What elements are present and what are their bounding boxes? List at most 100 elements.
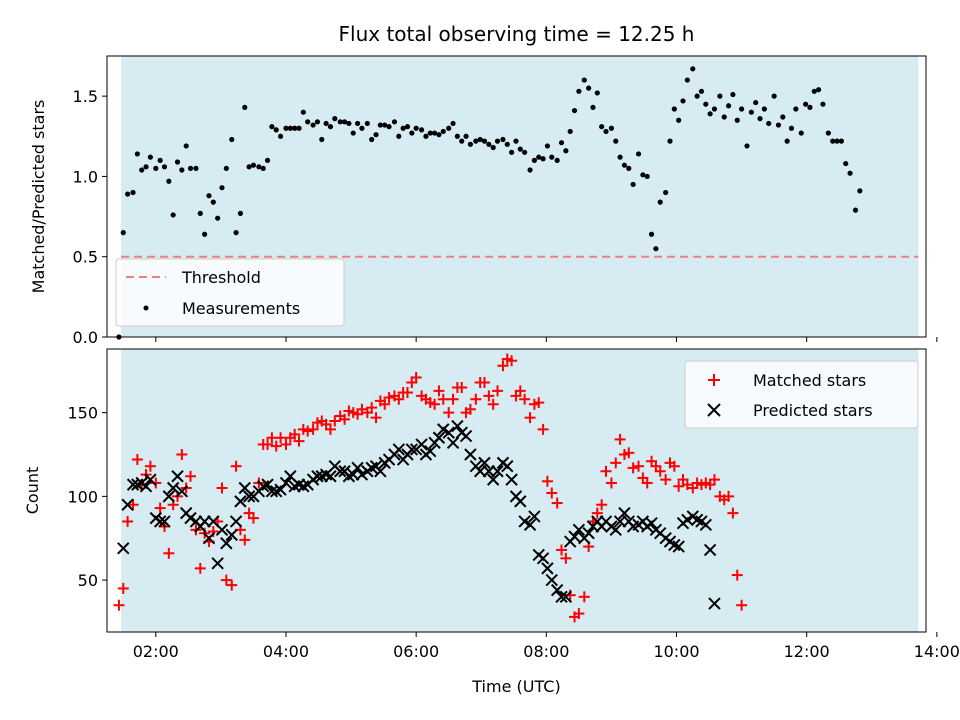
measurement-point — [147, 154, 153, 160]
measurement-point — [630, 181, 636, 188]
measurement-point — [346, 120, 352, 127]
matched-star-point — [379, 398, 391, 410]
measurement-point — [454, 133, 460, 139]
predicted-star-point — [518, 515, 531, 528]
matched-star-point — [339, 413, 351, 425]
measurements-legend-label: Measurements — [182, 299, 300, 318]
measurement-point — [256, 164, 262, 170]
measurement-point — [788, 125, 795, 131]
measurement-point — [157, 157, 163, 163]
measurement-point — [423, 133, 429, 139]
top-y-tick-label: 0.0 — [73, 328, 98, 347]
measurement-point — [166, 178, 172, 184]
measurement-point — [707, 111, 713, 117]
measurements-legend-swatch — [143, 305, 149, 311]
measurement-point — [269, 124, 275, 130]
measurement-point — [730, 91, 736, 98]
matched-star-point — [578, 591, 590, 603]
top-y-ticks: 0.0 0.5 1.0 1.5 — [73, 87, 938, 347]
measurement-point — [626, 165, 632, 171]
bottom-y-tick-label: 150 — [67, 404, 98, 423]
measurement-point — [816, 87, 822, 93]
measurement-point — [531, 157, 537, 163]
matched-star-point — [610, 457, 622, 469]
predicted-star-point — [351, 461, 364, 475]
measurement-point — [798, 130, 804, 136]
measurement-point — [369, 136, 375, 143]
measurement-point — [558, 140, 565, 146]
bottom-legend-box — [684, 360, 919, 429]
predicted-star-point — [171, 470, 184, 483]
chart-title: Flux total observing time = 12.25 h — [339, 22, 695, 46]
x-tick-label: 02:00 — [133, 642, 179, 661]
matched-star-point — [673, 480, 685, 492]
bottom-axes-frame — [106, 348, 927, 633]
matched-star-point — [591, 507, 603, 519]
measurement-point — [473, 138, 479, 144]
measurement-point — [648, 231, 655, 237]
matched-star-point — [497, 360, 509, 372]
measurement-point — [450, 120, 456, 127]
predicted-star-point — [392, 443, 406, 456]
matched-star-point — [239, 534, 251, 546]
measurement-point — [576, 88, 582, 94]
measurement-point — [711, 106, 718, 112]
measurement-point — [734, 117, 740, 123]
measurement-point — [354, 120, 361, 127]
measurement-point — [608, 125, 615, 131]
matched-star-point — [560, 552, 572, 564]
measurement-point — [738, 106, 745, 112]
measurement-point — [386, 124, 392, 130]
measurement-point — [174, 159, 181, 165]
matched-star-point — [641, 477, 653, 489]
bottom-y-tick-label: 100 — [67, 487, 98, 506]
matched-star-point — [131, 454, 143, 466]
matched-star-point — [556, 544, 568, 556]
matched-star-point — [185, 470, 197, 482]
matched-star-point — [293, 435, 305, 447]
measurement-point — [432, 130, 438, 136]
top-axes-frame — [106, 55, 927, 338]
measurement-point — [427, 130, 433, 136]
measurement-point — [586, 85, 592, 91]
measurement-point — [277, 133, 284, 139]
matched-star-point — [541, 475, 553, 487]
x-tick-label: 08:00 — [523, 642, 569, 661]
matched-star-point — [410, 371, 422, 383]
predicted-star-point — [166, 481, 180, 495]
matched-star-point — [443, 407, 455, 419]
measurement-point — [373, 132, 379, 138]
matched-star-point — [324, 423, 336, 435]
measurement-point — [459, 138, 465, 144]
matched-star-point — [401, 387, 413, 399]
measurement-point — [793, 106, 799, 112]
x-axis-label: Time (UTC) — [471, 677, 560, 696]
predicted-star-point — [415, 438, 428, 451]
measurement-point — [594, 90, 600, 96]
measurement-point — [206, 193, 212, 199]
matched-star-point — [623, 447, 635, 459]
measurement-point — [139, 167, 145, 173]
measurement-point — [400, 125, 406, 131]
measurement-point — [287, 125, 293, 131]
predicted-star-point — [609, 523, 622, 537]
measurement-point — [246, 164, 252, 170]
predicted-star-point — [153, 515, 167, 528]
matched-star-point — [370, 412, 382, 424]
predicted-star-point — [559, 590, 573, 604]
measurement-point — [657, 199, 663, 205]
measurement-point — [237, 210, 244, 216]
measurement-point — [536, 154, 542, 160]
matched-star-point — [154, 502, 166, 514]
predicted-star-point — [374, 465, 387, 478]
matched-star-point — [614, 433, 626, 445]
matched-star-point — [551, 497, 563, 509]
measurement-point — [143, 164, 149, 170]
matched-star-point — [456, 382, 468, 394]
predicted-star-point — [261, 478, 274, 491]
predicted-star-point — [536, 552, 550, 565]
measurement-point — [540, 156, 546, 162]
measurement-point — [233, 230, 239, 236]
x-tick-label: 06:00 — [393, 642, 439, 661]
